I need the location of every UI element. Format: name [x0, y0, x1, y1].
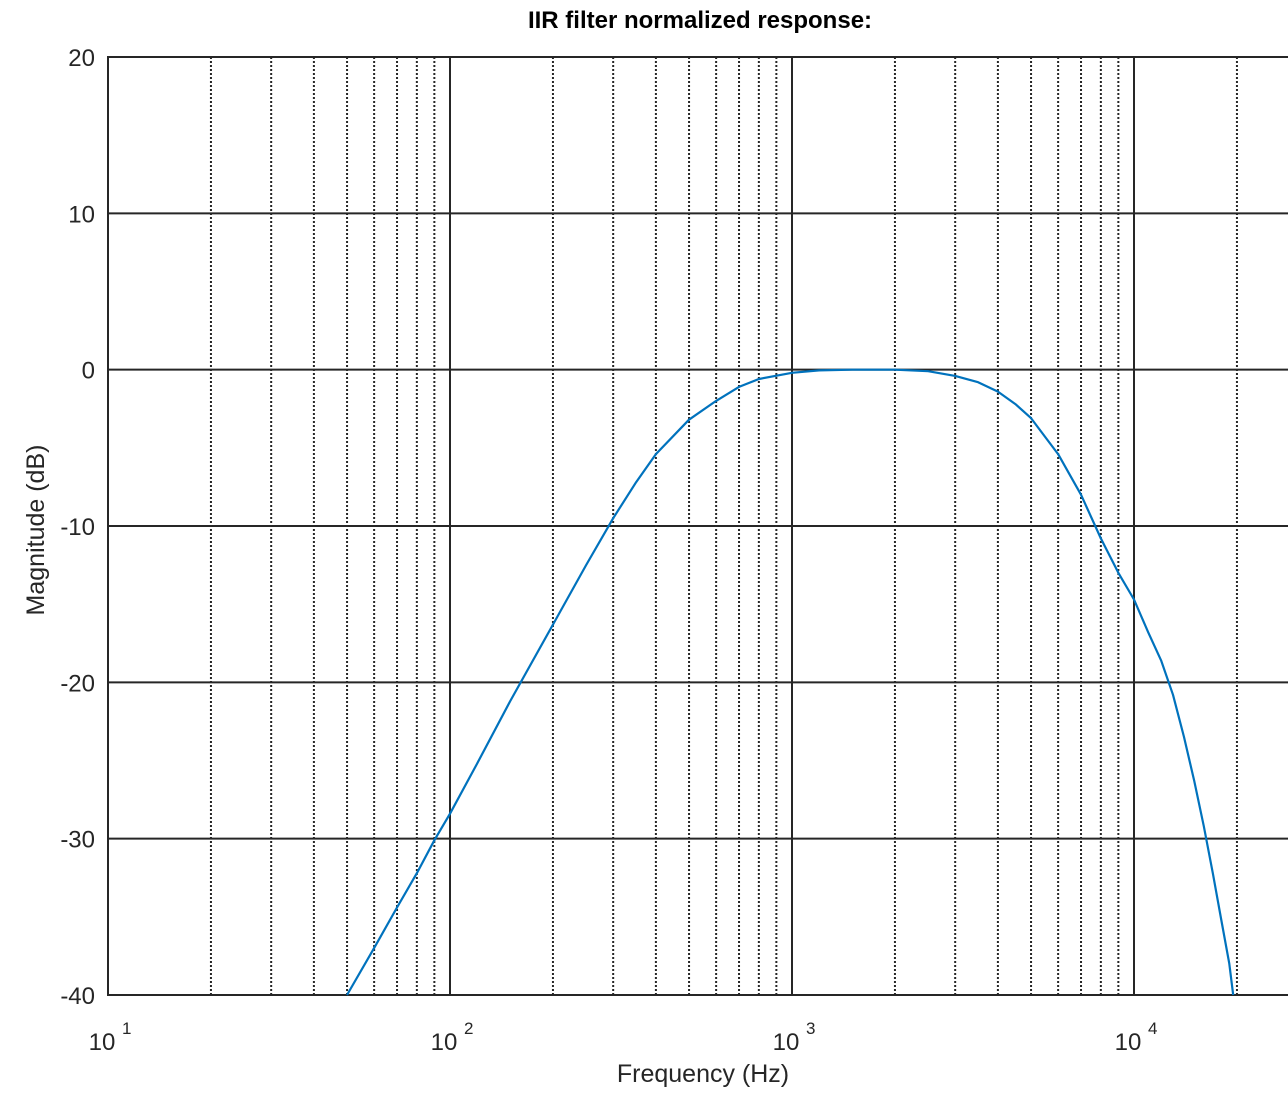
y-tick-label: -20 — [60, 670, 95, 697]
y-axis-ticks: 20 10 0 -10 -20 -30 -40 — [60, 45, 95, 1010]
x-tick-exponent: 4 — [1148, 1019, 1157, 1038]
x-tick-exponent: 2 — [464, 1019, 473, 1038]
y-tick-label: -30 — [60, 827, 95, 854]
x-tick-exponent: 1 — [122, 1019, 131, 1038]
x-tick-base: 10 — [773, 1029, 800, 1056]
x-tick-label: 10 3 — [773, 1019, 816, 1056]
x-tick-exponent: 3 — [806, 1019, 815, 1038]
x-axis-label: Frequency (Hz) — [617, 1060, 789, 1088]
y-tick-label: -40 — [60, 983, 95, 1010]
y-axis-label: Magnitude (dB) — [22, 445, 50, 616]
x-tick-label: 10 4 — [1115, 1019, 1158, 1056]
x-axis-ticks: 10 1 10 2 10 3 10 4 — [89, 1019, 1158, 1056]
x-tick-base: 10 — [89, 1029, 116, 1056]
x-tick-label: 10 2 — [431, 1019, 474, 1056]
chart-title: IIR filter normalized response: — [528, 7, 872, 34]
y-tick-label: -10 — [60, 514, 95, 541]
x-tick-base: 10 — [1115, 1029, 1142, 1056]
x-tick-base: 10 — [431, 1029, 458, 1056]
x-tick-label: 10 1 — [89, 1019, 132, 1056]
y-tick-label: 10 — [68, 201, 95, 228]
series-line-0 — [346, 368, 1235, 996]
y-tick-label: 0 — [82, 358, 95, 385]
grid — [108, 56, 1288, 996]
y-tick-label: 20 — [68, 45, 95, 72]
series-layer — [346, 368, 1235, 996]
plot-frame — [107, 56, 1288, 996]
